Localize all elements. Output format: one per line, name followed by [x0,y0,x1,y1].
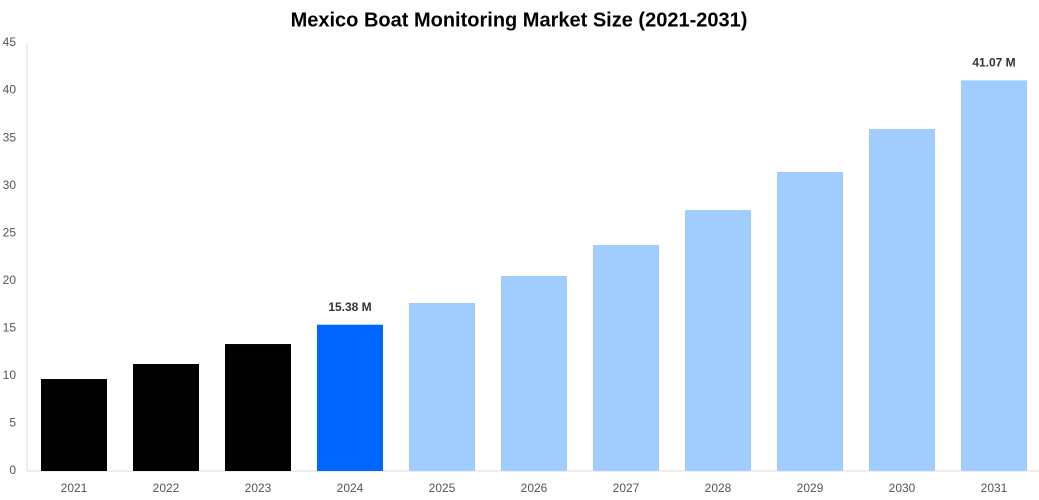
y-tick-label: 20 [3,273,17,287]
x-tick-label: 2023 [245,481,272,495]
bar [317,324,383,471]
y-tick-label: 10 [3,368,17,382]
y-tick-label: 25 [3,225,17,239]
bar [133,364,199,471]
bar [593,245,659,471]
x-tick-label: 2022 [153,481,180,495]
y-tick-label: 5 [9,416,16,430]
chart-title: Mexico Boat Monitoring Market Size (2021… [291,9,748,31]
x-tick-label: 2031 [981,481,1008,495]
value-label: 15.38 M [328,300,371,314]
x-tick-label: 2027 [613,481,640,495]
bar [225,344,291,471]
value-label: 41.07 M [972,56,1015,70]
bar [409,302,475,471]
bar [685,210,751,471]
x-tick-label: 2028 [705,481,732,495]
x-tick-label: 2021 [61,481,88,495]
x-tick-label: 2026 [521,481,548,495]
y-tick-label: 45 [3,35,17,49]
y-tick-label: 30 [3,178,17,192]
bar [777,171,843,471]
x-tick-label: 2029 [797,481,824,495]
y-tick-label: 15 [3,321,17,335]
y-tick-label: 35 [3,130,17,144]
x-tick-label: 2024 [337,481,364,495]
bar [961,80,1027,472]
bar [869,128,935,471]
y-tick-label: 0 [9,463,16,477]
bar [501,276,567,471]
y-tick-label: 40 [3,83,17,97]
x-tick-label: 2025 [429,481,456,495]
x-tick-label: 2030 [889,481,916,495]
bar [41,379,107,471]
